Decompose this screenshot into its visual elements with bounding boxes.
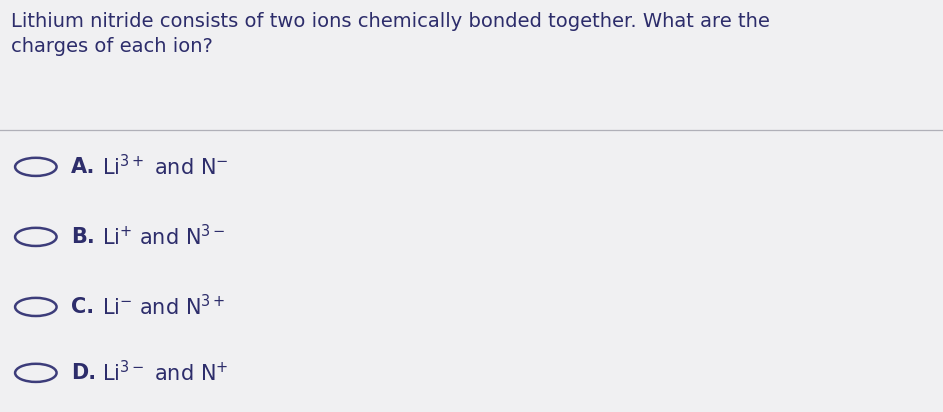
Text: Li$^{-}$ and N$^{3+}$: Li$^{-}$ and N$^{3+}$ bbox=[102, 294, 225, 320]
Text: Li$^{+}$ and N$^{3-}$: Li$^{+}$ and N$^{3-}$ bbox=[102, 224, 225, 250]
Text: Li$^{3+}$ and N$^{-}$: Li$^{3+}$ and N$^{-}$ bbox=[102, 154, 228, 180]
Text: Li$^{3-}$ and N$^{+}$: Li$^{3-}$ and N$^{+}$ bbox=[102, 360, 228, 386]
Text: C.: C. bbox=[71, 297, 94, 317]
Text: D.: D. bbox=[71, 363, 96, 383]
Text: B.: B. bbox=[71, 227, 94, 247]
Text: A.: A. bbox=[71, 157, 95, 177]
Text: Lithium nitride consists of two ions chemically bonded together. What are the
ch: Lithium nitride consists of two ions che… bbox=[11, 12, 770, 56]
